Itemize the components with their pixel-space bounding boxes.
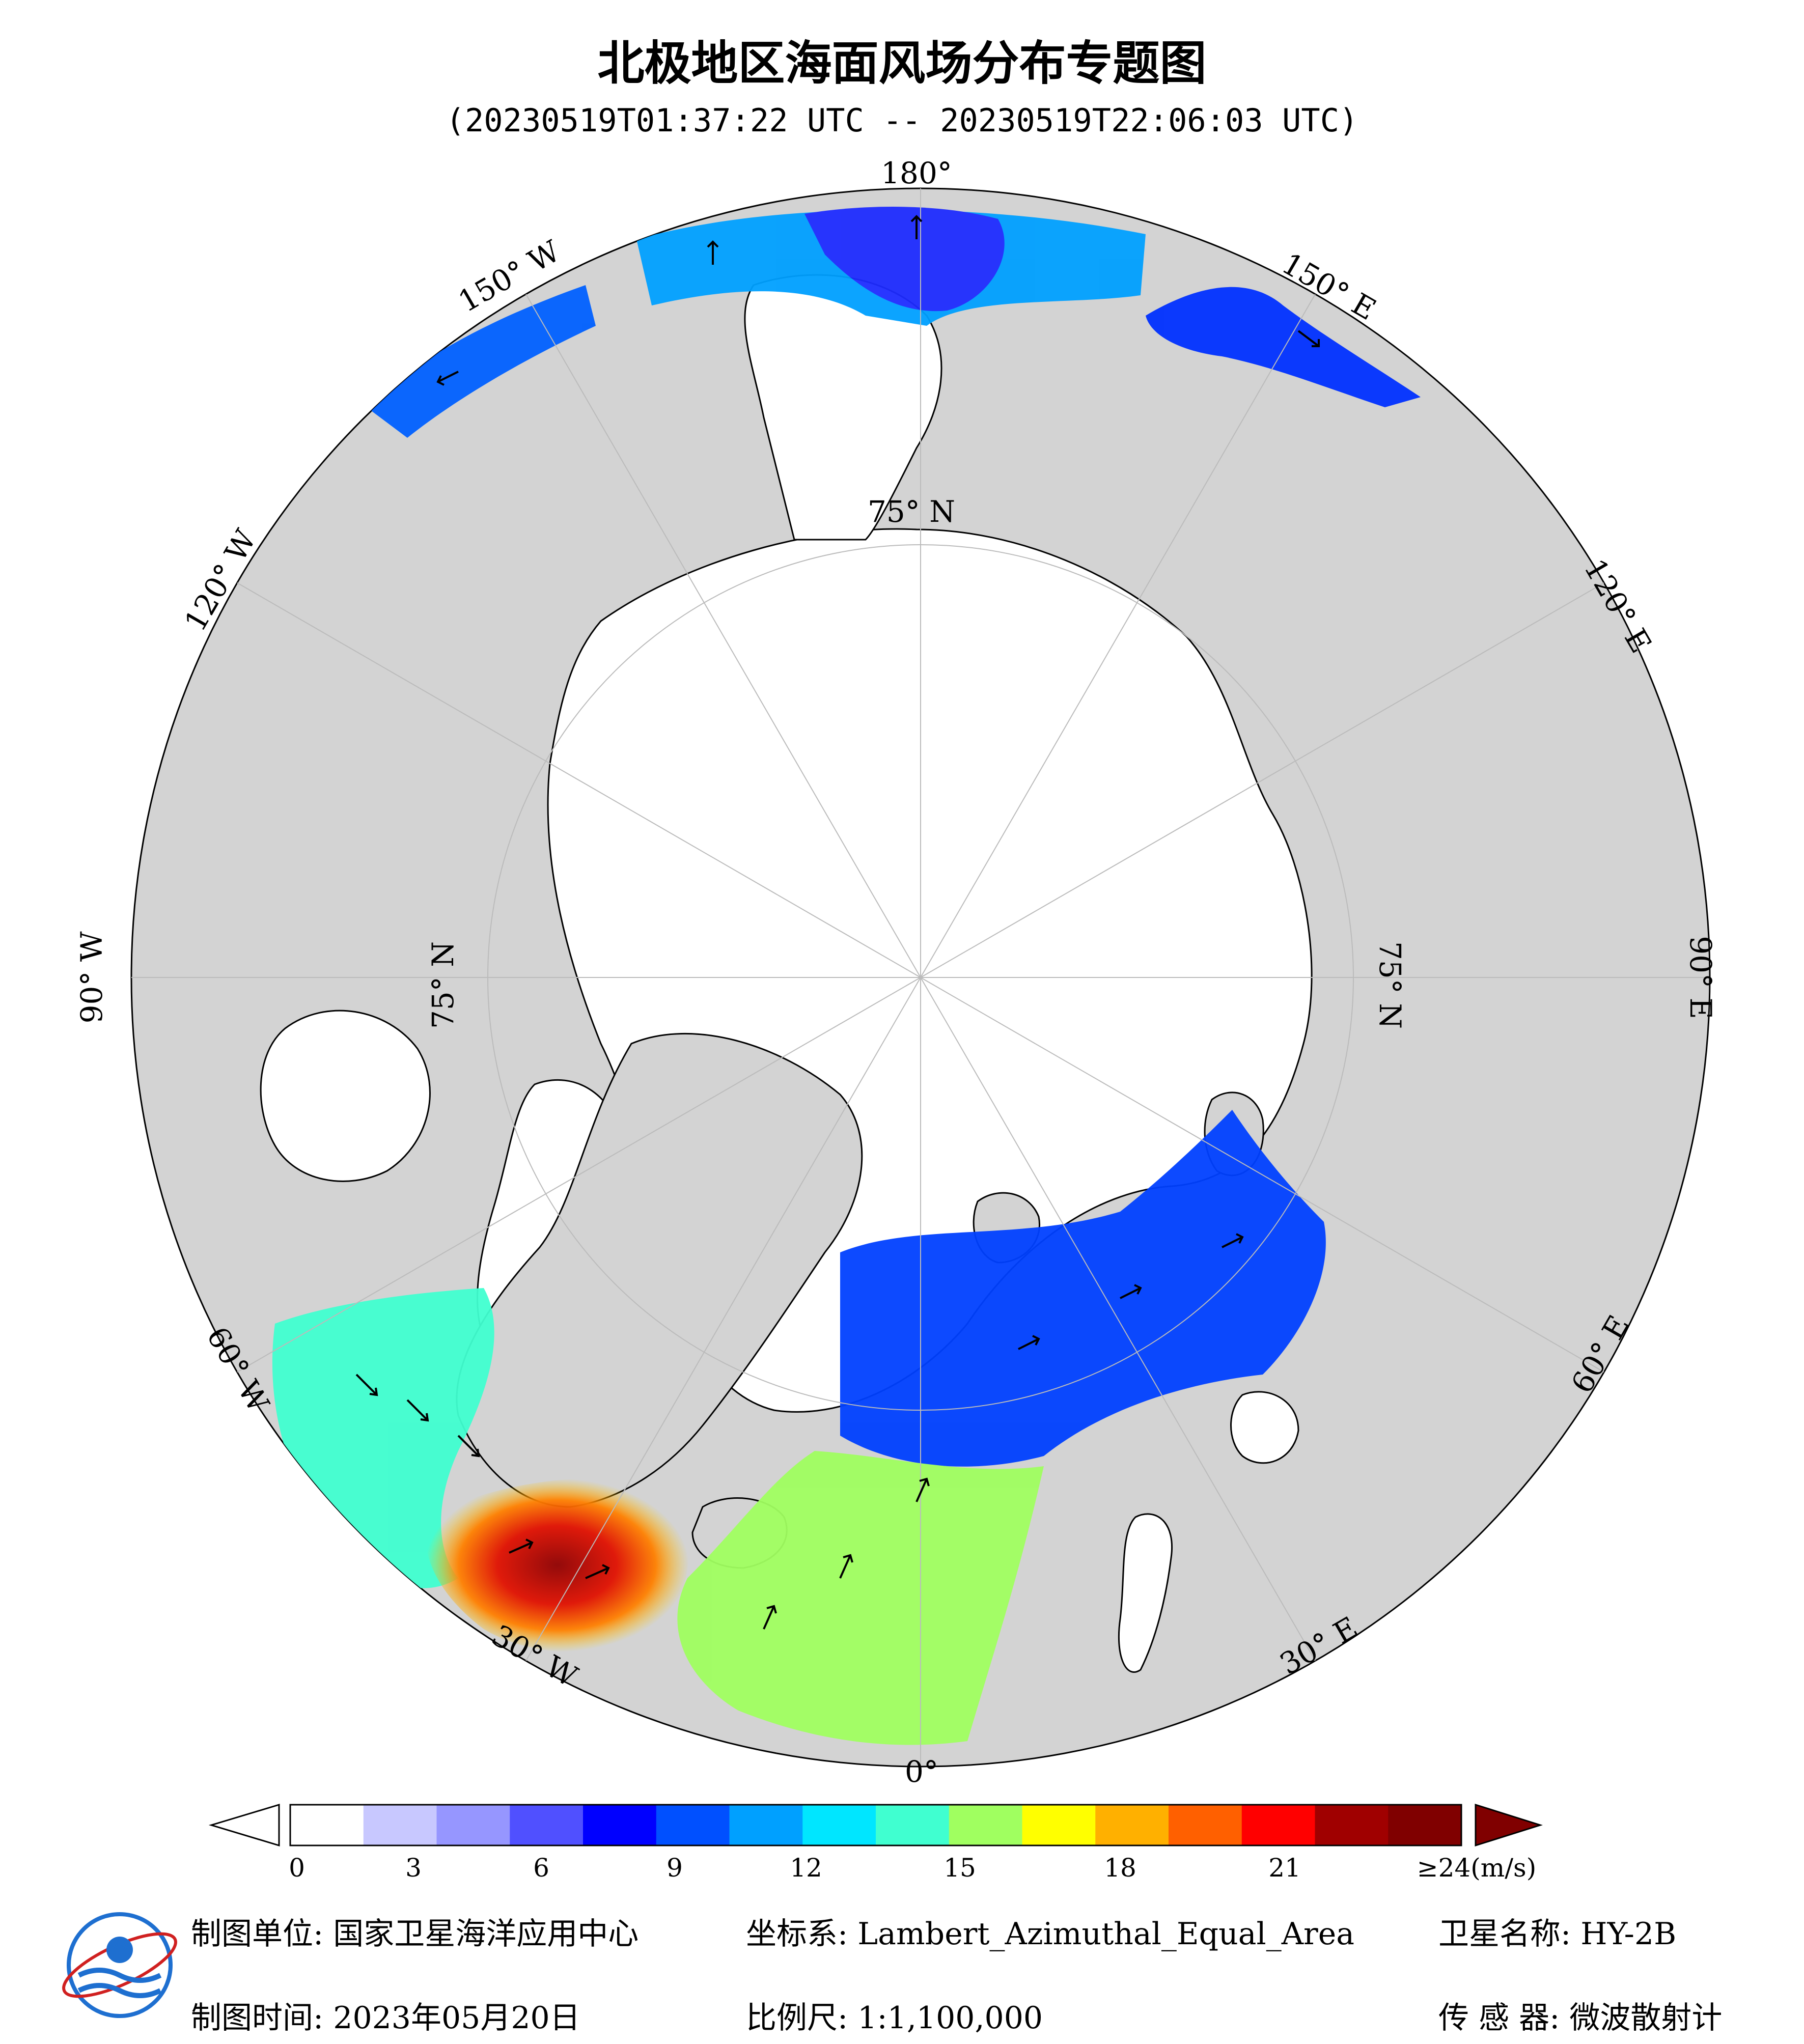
colorbar-cell (1315, 1805, 1389, 1845)
cbar-tick-3: 3 (405, 1853, 422, 1883)
producer-label: 制图单位: 国家卫星海洋应用中心 (191, 1916, 639, 1952)
white-sea (1230, 1391, 1299, 1464)
coordinate-system-label: 坐标系: Lambert_Azimuthal_Equal_Area (746, 1916, 1354, 1952)
colorbar-cell (1095, 1805, 1169, 1845)
nsoas-logo (62, 1912, 177, 2018)
colorbar-cell (802, 1805, 876, 1845)
colorbar-over-arrow (1475, 1803, 1543, 1847)
time-range-subtitle: (20230519T01:37:22 UTC -- 20230519T22:06… (446, 102, 1358, 139)
cbar-tick-0: 0 (289, 1853, 305, 1883)
colorbar-frame (289, 1804, 1462, 1846)
hudson-bay (260, 1010, 431, 1182)
cbar-tick-12: 12 (790, 1853, 822, 1883)
swath-pacific-blue (804, 207, 1005, 312)
cbar-tick-6: 6 (533, 1853, 549, 1883)
colorbar-cell (656, 1805, 730, 1845)
sensor-label: 传 感 器: 微波散射计 (1438, 2000, 1723, 2036)
colorbar-cell (510, 1805, 584, 1845)
baltic-sea (1118, 1513, 1173, 1673)
colorbar-cell (876, 1805, 950, 1845)
swath-south-greenland-red (425, 1478, 689, 1652)
lon-label-90e: 90° E (1683, 936, 1718, 1019)
swath-alaska (367, 285, 596, 438)
colorbar-cells (290, 1805, 1462, 1845)
cbar-tick-24: ≥24(m/s) (1417, 1853, 1537, 1883)
colorbar-cell (583, 1805, 657, 1845)
lon-label-0: 0° (905, 1754, 938, 1789)
colorbar-cell (729, 1805, 803, 1845)
wind-vectors (355, 215, 1320, 1630)
lat-label-right: 75° N (1373, 941, 1407, 1029)
colorbar-cell (1169, 1805, 1242, 1845)
lat-label-top: 75° N (868, 494, 955, 529)
cbar-tick-9: 9 (667, 1853, 683, 1883)
swath-barents-blue (840, 1110, 1326, 1467)
lon-label-90w: 90° W (74, 931, 109, 1023)
colorbar (208, 1803, 1543, 1847)
cbar-tick-21: 21 (1268, 1853, 1301, 1883)
graticule (131, 188, 1710, 1767)
colorbar-cell (436, 1805, 511, 1845)
colorbar-cell (363, 1805, 437, 1845)
production-date-label: 制图时间: 2023年05月20日 (191, 2000, 580, 2036)
cbar-tick-15: 15 (943, 1853, 976, 1883)
colorbar-under-arrow (208, 1803, 280, 1847)
colorbar-cell (1241, 1805, 1316, 1845)
colorbar-cell (290, 1805, 364, 1845)
cbar-tick-18: 18 (1104, 1853, 1136, 1883)
swath-okhotsk (1146, 287, 1421, 407)
greenland (456, 1032, 863, 1508)
satellite-label: 卫星名称: HY-2B (1438, 1916, 1677, 1952)
scale-label: 比例尺: 1:1,100,000 (746, 2000, 1043, 2036)
colorbar-cell (949, 1805, 1023, 1845)
lon-label-180: 180° (881, 156, 952, 190)
colorbar-cell (1022, 1805, 1096, 1845)
colorbar-cell (1388, 1805, 1462, 1845)
map-title: 北极地区海面风场分布专题图 (597, 36, 1207, 91)
lat-label-left: 75° N (426, 941, 460, 1029)
swath-norwegian-green (677, 1451, 1044, 1745)
